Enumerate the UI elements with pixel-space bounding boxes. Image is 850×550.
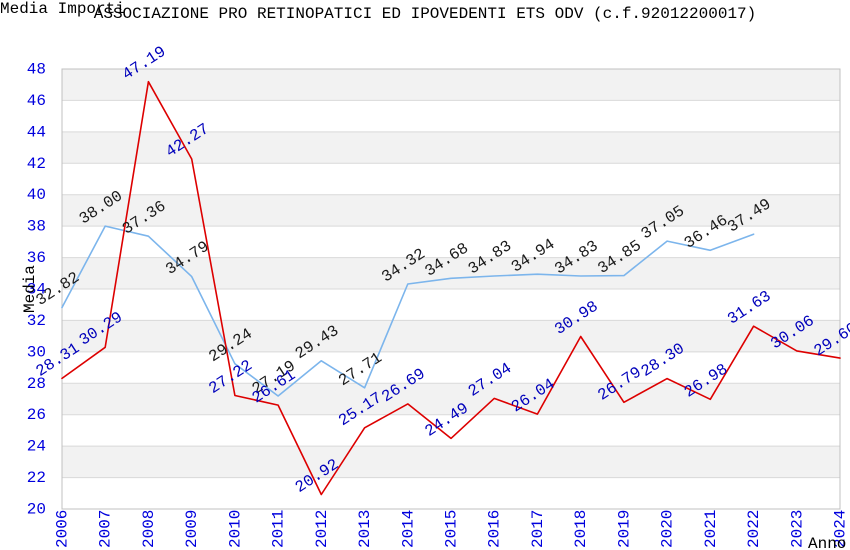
y-tick-label: 40 (27, 186, 46, 204)
y-tick-label: 46 (27, 92, 46, 110)
x-tick-label: 2017 (529, 510, 547, 548)
y-tick-label: 22 (27, 469, 46, 487)
plot-band (62, 257, 840, 289)
y-tick-label: 26 (27, 406, 46, 424)
x-tick-label: 2018 (572, 510, 590, 548)
plot-band (62, 163, 840, 195)
x-tick-label: 2022 (745, 510, 763, 548)
plot-canvas: 32.8238.0037.3634.7929.2427.1929.4327.71… (21, 43, 850, 550)
plot-band (62, 69, 840, 101)
x-tick-label: 2013 (356, 510, 374, 548)
x-axis-title: Anno (808, 535, 846, 550)
y-axis-title: Media (21, 265, 39, 313)
x-tick-label: 2010 (226, 510, 244, 548)
plot-band (62, 289, 840, 321)
x-tick-label: 2006 (54, 510, 72, 548)
x-tick-label: 2023 (788, 510, 806, 548)
chart-subtitle: Media Importi (0, 0, 125, 18)
y-tick-label: 48 (27, 61, 46, 79)
y-tick-label: 28 (27, 375, 46, 393)
y-tick-label: 42 (27, 155, 46, 173)
x-tick-label: 2015 (443, 510, 461, 548)
series-line-media-ente[interactable] (61, 80, 841, 496)
x-tick-label: 2014 (399, 510, 417, 548)
x-tick-label: 2019 (615, 510, 633, 548)
x-tick-label: 2020 (659, 510, 677, 548)
y-tick-label: 32 (27, 312, 46, 330)
plot-band (62, 446, 840, 478)
plot-band (62, 477, 840, 509)
x-tick-label: 2009 (183, 510, 201, 548)
chart-title: ASSOCIAZIONE PRO RETINOPATICI ED IPOVEDE… (93, 5, 757, 23)
y-tick-label: 38 (27, 218, 46, 236)
x-tick-label: 2012 (313, 510, 331, 548)
y-tick-label: 30 (27, 343, 46, 361)
y-tick-label: 20 (27, 501, 46, 519)
x-tick-label: 2021 (702, 510, 720, 548)
plot-band (62, 320, 840, 352)
plot-band (62, 226, 840, 258)
y-tick-label: 34 (27, 281, 46, 299)
x-tick-label: 2016 (486, 510, 504, 548)
x-tick-label: 2007 (97, 510, 115, 548)
plot-border (61, 68, 841, 510)
plot-band (62, 414, 840, 447)
y-tick-label: 44 (27, 123, 46, 141)
x-tick-label: 2008 (140, 510, 158, 548)
series-line-media-nazionale[interactable] (61, 225, 755, 397)
plot-band (62, 194, 840, 227)
plot-band (62, 351, 840, 384)
x-tick-label: 2011 (270, 510, 288, 548)
plot-band (62, 100, 840, 132)
y-tick-label: 24 (27, 438, 46, 456)
y-tick-label: 36 (27, 249, 46, 267)
x-tick-label: 2024 (832, 510, 850, 548)
